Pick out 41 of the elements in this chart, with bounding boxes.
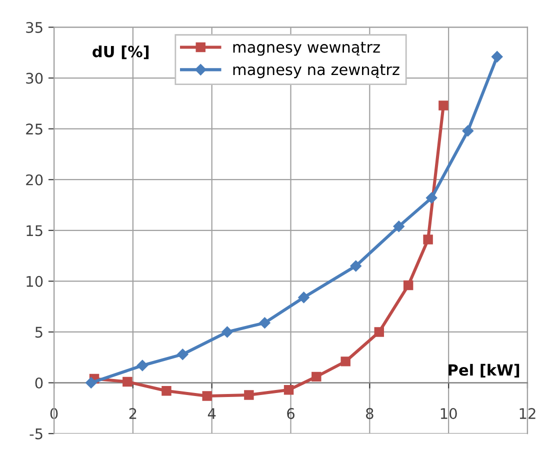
y-tick-label: 20 (26, 174, 43, 186)
point (298, 292, 310, 304)
y-tick-label: 0 (35, 377, 43, 389)
x-axis-title: Pel [kW] (448, 364, 520, 378)
point (340, 356, 350, 366)
y-tick-label: -5 (30, 428, 42, 440)
x-tick-label: 8 (366, 408, 374, 420)
point (244, 390, 254, 400)
y-axis-title: dU [%] (92, 46, 149, 60)
point (162, 386, 172, 396)
point (350, 260, 362, 272)
point (393, 220, 404, 232)
point (374, 327, 384, 337)
y-tick-label: 30 (26, 72, 43, 84)
point (491, 51, 503, 62)
y-tick-label: 10 (26, 276, 43, 287)
point (438, 100, 448, 110)
y-tick-label: 15 (26, 225, 42, 236)
point (284, 385, 294, 395)
point (136, 360, 148, 372)
y-tick-label: 5 (35, 326, 42, 338)
y-tick-label: 35 (26, 22, 42, 33)
point (462, 125, 474, 136)
y-tick-label: 25 (26, 124, 42, 135)
point (426, 192, 438, 204)
x-tick-label: 6 (287, 408, 294, 420)
legend-label: magnesy na zewnątrz (233, 64, 400, 78)
x-tick-label: 4 (208, 408, 216, 419)
point (222, 326, 233, 338)
legend-label: magnesy wewnątrz (233, 42, 380, 56)
point (312, 372, 322, 382)
point (403, 280, 414, 290)
point (122, 376, 132, 387)
point (86, 377, 97, 388)
point (202, 391, 212, 401)
point (177, 348, 188, 360)
point (423, 234, 433, 244)
x-tick-label: 2 (129, 408, 136, 419)
x-tick-label: 12 (520, 408, 536, 419)
x-tick-label: 10 (440, 408, 457, 420)
point (259, 317, 270, 328)
